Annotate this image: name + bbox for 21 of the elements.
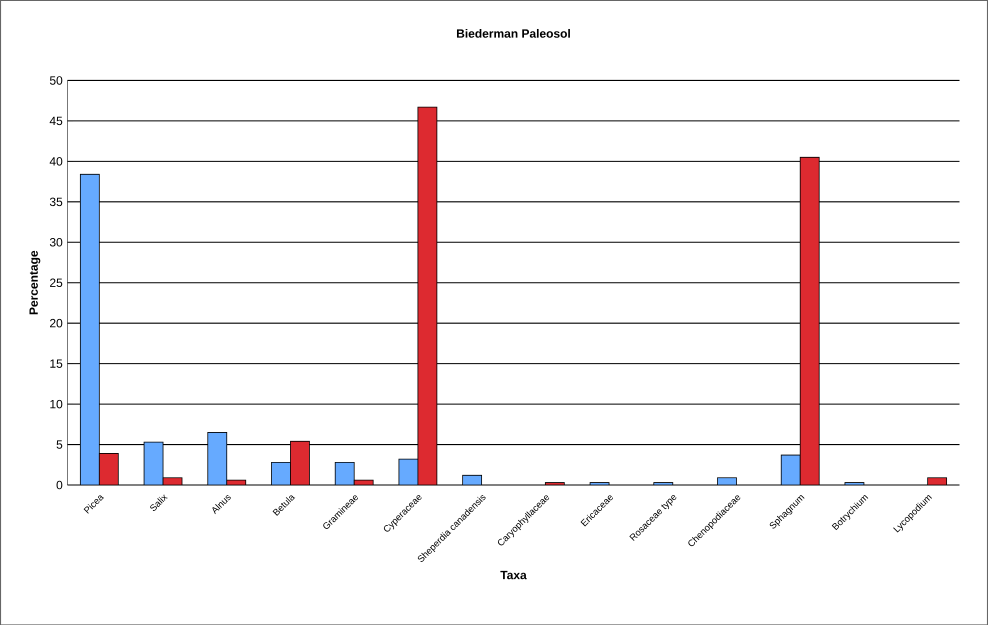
bar <box>844 482 864 486</box>
bar <box>544 482 565 486</box>
y-tick-label: 45 <box>50 116 62 125</box>
y-tick-label: 0 <box>56 480 62 490</box>
y-tick-label: 40 <box>50 156 62 166</box>
y-tick-label: 35 <box>50 197 62 206</box>
y-tick-label: 20 <box>50 318 62 328</box>
y-tick-label: 5 <box>56 440 62 449</box>
bar <box>717 477 737 486</box>
y-tick-label: 50 <box>50 76 62 85</box>
chart-title: Biederman Paleosol <box>456 28 570 38</box>
y-tick-label: 30 <box>50 238 62 246</box>
y-tick-label: 15 <box>50 359 62 368</box>
y-tick-label: 25 <box>50 278 62 287</box>
bar <box>653 482 674 486</box>
y-axis-title: Percentage <box>29 250 40 314</box>
bar <box>590 482 610 486</box>
bar <box>462 474 482 486</box>
bar <box>927 477 948 486</box>
y-tick-label: 10 <box>50 400 62 408</box>
x-axis-title: Taxa <box>500 570 527 580</box>
